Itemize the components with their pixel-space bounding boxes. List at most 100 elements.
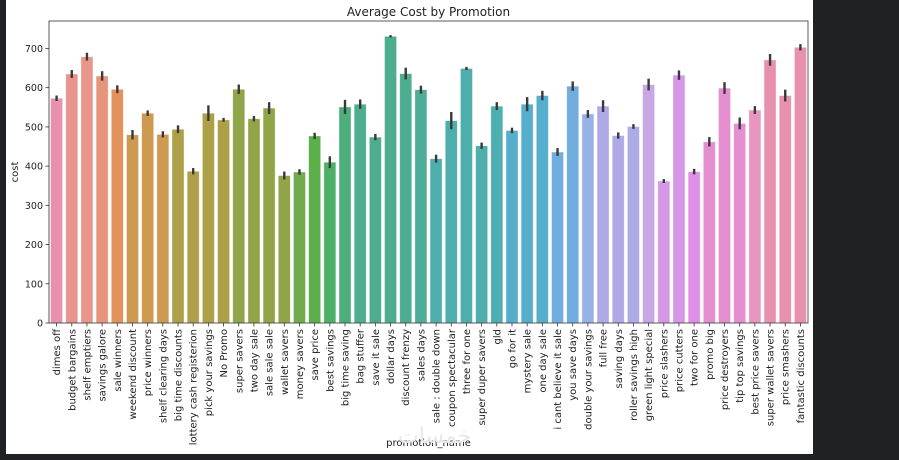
x-tick-label: pick your savings	[204, 329, 215, 416]
bar	[186, 170, 200, 324]
x-tick-label: shelf clearing days	[158, 329, 169, 423]
x-tick-label: big time saving	[341, 329, 352, 406]
x-tick-label: dollar days	[386, 329, 397, 384]
x-tick-label: super savers	[234, 329, 245, 393]
chart-title: Average Cost by Promotion	[347, 5, 510, 19]
x-tick-label: save it sale	[371, 329, 382, 386]
bar	[399, 73, 413, 324]
x-axis: dimes off budget bargains shelf emptiers sa…	[52, 323, 807, 445]
x-tick-label: sale winners	[113, 329, 124, 392]
x-tick-label: price cutters	[674, 329, 685, 392]
bar	[171, 128, 185, 324]
x-axis-label: promotion_name	[386, 438, 471, 449]
x-tick-label: two for one	[690, 329, 701, 386]
bar	[384, 35, 398, 324]
x-tick-label: one day sale	[538, 329, 549, 393]
bar	[642, 84, 656, 324]
bar	[338, 106, 352, 324]
bar	[80, 56, 94, 324]
bar	[292, 171, 306, 324]
bar	[778, 95, 792, 324]
x-tick-label: super duper savers	[477, 329, 488, 426]
bar	[156, 133, 170, 324]
y-axis: 0 100 200 300 400 500 600 700	[25, 44, 49, 330]
bar	[247, 118, 261, 324]
bar	[718, 87, 731, 324]
bar	[444, 120, 458, 324]
chart-canvas: Average Cost by Promotion 0 100 200 300 400 5…	[6, 0, 813, 454]
x-tick-label: price smashers	[781, 329, 792, 405]
bar	[201, 112, 215, 324]
y-tick-label: 400	[25, 162, 43, 173]
x-tick-label: fantastic discounts	[796, 329, 807, 423]
y-tick-label: 600	[25, 83, 43, 94]
x-tick-label: i cant believe it sale	[553, 329, 564, 430]
x-tick-label: price winners	[143, 329, 154, 396]
bar	[141, 112, 155, 324]
x-tick-label: double your savings	[583, 329, 594, 430]
bar	[353, 103, 367, 324]
bar	[262, 107, 276, 324]
bar	[110, 88, 124, 324]
axes-frame	[48, 20, 809, 324]
x-tick-label: save price	[310, 329, 321, 380]
bar	[232, 88, 246, 324]
bar	[626, 126, 640, 324]
bar	[475, 145, 489, 324]
bar	[520, 103, 534, 324]
x-tick-label: two day sale	[249, 329, 260, 392]
watermark: خمسات	[398, 424, 472, 449]
y-tick-label: 0	[37, 319, 43, 330]
y-tick-label: 200	[25, 240, 43, 251]
y-tick-label: 700	[25, 44, 43, 55]
x-tick-label: you save days	[568, 329, 579, 401]
y-tick-label: 300	[25, 201, 43, 212]
bar	[505, 130, 519, 324]
bar	[414, 89, 428, 324]
x-tick-label: three for one	[462, 329, 473, 394]
bar	[611, 135, 625, 324]
x-tick-label: saving days	[614, 329, 625, 389]
x-tick-label: lottery cash registerion	[189, 329, 200, 445]
bar	[748, 109, 762, 324]
x-tick-label: super wallet savers	[766, 329, 777, 426]
bar	[323, 161, 337, 324]
bar	[490, 105, 504, 324]
x-tick-label: discount frenzy	[401, 329, 412, 406]
x-tick-label: sale sale sale	[265, 329, 276, 396]
x-tick-label: price destroyers	[720, 329, 731, 410]
bar	[672, 74, 686, 324]
bar	[733, 122, 747, 324]
x-tick-label: best savings	[325, 329, 336, 392]
x-tick-label: roller savings high	[629, 329, 640, 421]
bars-group	[50, 35, 807, 324]
y-tick-label: 100	[25, 279, 43, 290]
bar	[368, 136, 382, 324]
x-tick-label: green light special	[644, 329, 655, 421]
x-tick-label: big time discounts	[174, 329, 185, 421]
bar	[657, 180, 671, 324]
bar	[308, 135, 322, 324]
bar	[217, 119, 231, 324]
bar	[429, 158, 443, 324]
x-tick-label: dimes off	[52, 328, 63, 376]
bar	[551, 151, 565, 324]
error-bars-group	[55, 35, 802, 183]
x-tick-label: wallet savers	[280, 329, 291, 395]
y-tick-label: 500	[25, 122, 43, 133]
x-tick-label: tip top savings	[735, 329, 746, 403]
x-tick-label: gld	[492, 329, 503, 344]
bar	[126, 134, 139, 324]
x-tick-label: shelf emptiers	[82, 329, 93, 401]
bar	[763, 59, 777, 324]
bar	[581, 113, 595, 324]
x-tick-label: promo big	[705, 329, 716, 380]
x-tick-label: go for it	[507, 329, 518, 368]
x-tick-label: No Promo	[219, 329, 230, 378]
bar	[65, 73, 79, 324]
bar	[535, 95, 549, 324]
bar	[95, 75, 109, 324]
bar	[687, 171, 701, 324]
bar	[50, 97, 64, 324]
x-tick-label: bag stuffer	[356, 328, 367, 384]
